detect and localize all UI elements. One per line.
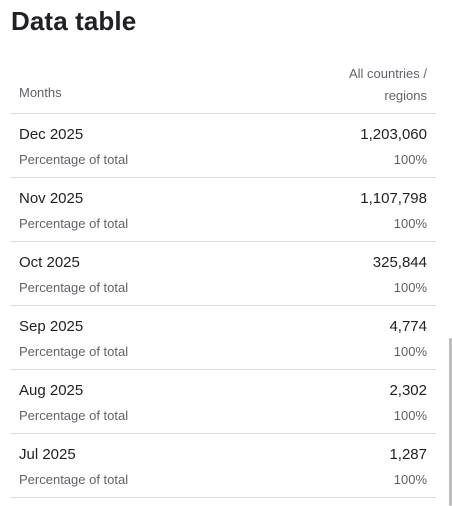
row-percentage-label: Percentage of total [19, 152, 129, 167]
page-title: Data table [11, 6, 137, 36]
row-percentage-label: Percentage of total [19, 472, 129, 487]
column-header-countries-line2: regions [384, 88, 427, 103]
row-value: 1,203,060 [360, 126, 427, 143]
table-row: Sep 2025 4,774 Percentage of total 100% [10, 306, 436, 370]
row-value: 325,844 [372, 254, 427, 271]
row-percentage-label: Percentage of total [19, 344, 129, 359]
scrollbar-thumb[interactable] [449, 338, 452, 506]
row-percentage-label: Percentage of total [19, 280, 129, 295]
table-row: Dec 2025 1,203,060 Percentage of total 1… [10, 114, 436, 178]
row-month: Dec 2025 [19, 126, 84, 143]
row-value: 1,107,798 [360, 190, 427, 207]
table-row: Oct 2025 325,844 Percentage of total 100… [10, 242, 436, 306]
row-percentage-value: 100% [393, 152, 427, 167]
row-percentage-label: Percentage of total [19, 408, 129, 423]
table-header: Months All countries / regions [10, 54, 436, 114]
row-percentage-label: Percentage of total [19, 216, 129, 231]
column-header-countries[interactable]: All countries / regions [307, 63, 427, 107]
row-value: 1,287 [389, 446, 427, 463]
row-value: 4,774 [389, 318, 427, 335]
row-percentage-value: 100% [393, 280, 427, 295]
row-percentage-value: 100% [393, 408, 427, 423]
row-month: Nov 2025 [19, 190, 84, 207]
row-month: Sep 2025 [19, 318, 84, 335]
data-table: Months All countries / regions Dec 2025 … [10, 54, 436, 498]
table-row: Nov 2025 1,107,798 Percentage of total 1… [10, 178, 436, 242]
row-month: Aug 2025 [19, 382, 84, 399]
row-month: Oct 2025 [19, 254, 80, 271]
row-percentage-value: 100% [393, 472, 427, 487]
table-row: Jul 2025 1,287 Percentage of total 100% [10, 434, 436, 498]
table-row: Aug 2025 2,302 Percentage of total 100% [10, 370, 436, 434]
row-percentage-value: 100% [393, 216, 427, 231]
row-percentage-value: 100% [393, 344, 427, 359]
row-month: Jul 2025 [19, 446, 76, 463]
column-header-countries-line1: All countries / [348, 66, 427, 81]
row-value: 2,302 [389, 382, 427, 399]
column-header-months[interactable]: Months [19, 85, 62, 100]
